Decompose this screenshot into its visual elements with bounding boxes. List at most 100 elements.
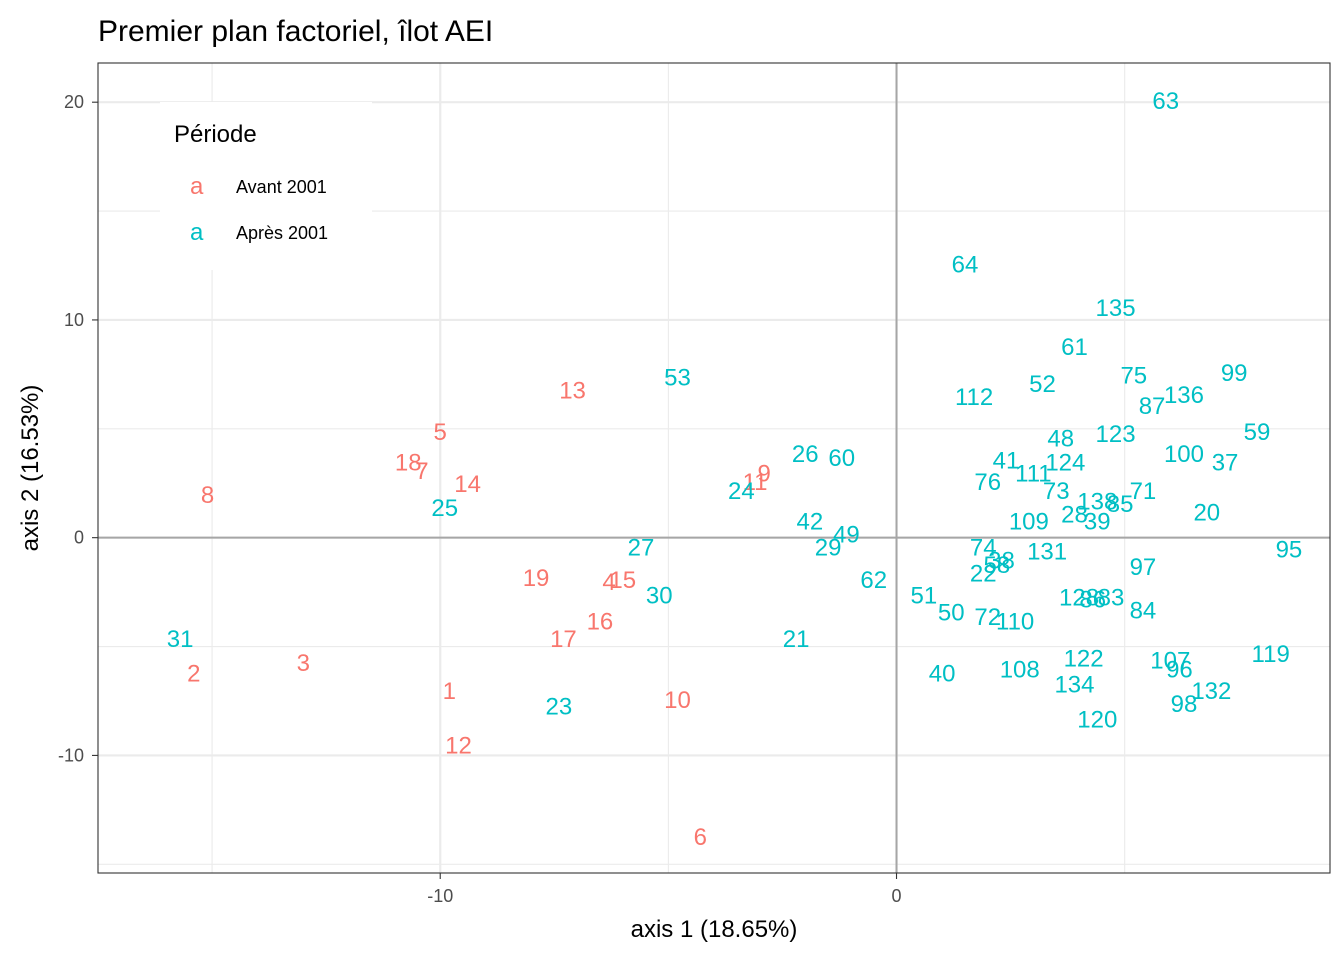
point-label-avant: 17 xyxy=(550,626,577,653)
point-label-avant: 19 xyxy=(523,565,550,592)
point-label-apres: 123 xyxy=(1096,421,1136,448)
point-label-apres: 49 xyxy=(833,521,860,548)
point-label-apres: 83 xyxy=(1098,584,1125,611)
point-label-apres: 24 xyxy=(728,478,755,505)
point-label-apres: 48 xyxy=(1047,426,1074,453)
point-label-avant: 4 xyxy=(602,569,615,596)
point-label-apres: 61 xyxy=(1061,334,1088,361)
point-label-apres: 85 xyxy=(1107,491,1134,518)
point-label-apres: 59 xyxy=(1244,419,1271,446)
point-label-avant: 2 xyxy=(187,661,200,688)
point-label-apres: 128 xyxy=(1059,584,1099,611)
point-label-apres: 124 xyxy=(1045,449,1085,476)
point-label-apres: 58 xyxy=(984,552,1011,579)
y-tick-label: 20 xyxy=(64,92,84,112)
point-label-avant: 8 xyxy=(201,482,214,509)
point-label-avant: 3 xyxy=(297,650,310,677)
point-label-avant: 12 xyxy=(445,733,472,760)
point-label-avant: 11 xyxy=(743,469,768,496)
legend-title: Période xyxy=(174,121,257,148)
point-label-apres: 27 xyxy=(628,534,655,561)
point-label-apres: 42 xyxy=(796,508,823,535)
chart-title: Premier plan factoriel, îlot AEI xyxy=(98,15,493,48)
point-label-apres: 95 xyxy=(1276,537,1303,564)
legend-key-avant: a xyxy=(190,173,204,200)
y-axis-title: axis 2 (16.53%) xyxy=(17,385,44,552)
point-label-apres: 64 xyxy=(952,251,979,278)
point-label-apres: 25 xyxy=(431,495,458,522)
legend: Période a Avant 2001 a Après 2001 xyxy=(160,102,372,270)
point-label-apres: 60 xyxy=(828,445,855,472)
point-label-apres: 39 xyxy=(1084,508,1111,535)
point-label-apres: 22 xyxy=(970,561,997,588)
point-label-apres: 62 xyxy=(860,567,887,594)
point-label-apres: 72 xyxy=(974,604,1001,631)
point-label-apres: 76 xyxy=(974,469,1001,496)
point-label-apres: 135 xyxy=(1096,295,1136,322)
point-label-apres: 38 xyxy=(988,547,1015,574)
point-label-apres: 73 xyxy=(1043,478,1070,505)
point-label-apres: 23 xyxy=(546,693,573,720)
point-label-avant: 5 xyxy=(434,419,447,446)
legend-label-avant: Avant 2001 xyxy=(236,177,327,197)
point-label-apres: 29 xyxy=(815,534,842,561)
point-label-apres: 52 xyxy=(1029,371,1056,398)
point-label-apres: 63 xyxy=(1152,88,1179,115)
reference-lines xyxy=(98,63,1330,873)
point-label-avant: 13 xyxy=(559,378,586,405)
point-label-apres: 37 xyxy=(1212,449,1239,476)
point-label-apres: 50 xyxy=(938,600,965,627)
point-label-apres: 109 xyxy=(1009,508,1049,535)
point-label-apres: 53 xyxy=(664,365,691,392)
point-label-apres: 98 xyxy=(1171,691,1198,718)
panel-border xyxy=(97,62,1331,874)
point-label-apres: 97 xyxy=(1130,554,1157,581)
point-label-apres: 119 xyxy=(1252,641,1290,668)
point-label-avant: 6 xyxy=(694,824,707,851)
point-label-apres: 138 xyxy=(1077,489,1117,516)
point-label-avant: 10 xyxy=(664,687,691,714)
point-label-apres: 131 xyxy=(1027,539,1067,566)
point-label-avant: 1 xyxy=(443,678,456,705)
point-label-apres: 110 xyxy=(996,608,1034,635)
point-label-apres: 31 xyxy=(167,626,194,653)
point-label-avant: 7 xyxy=(415,458,428,485)
axis-ticks: -10 0 -10 0 10 20 xyxy=(58,92,902,906)
point-label-apres: 26 xyxy=(792,441,819,468)
point-label-apres: 132 xyxy=(1191,678,1231,705)
point-label-apres: 84 xyxy=(1130,598,1157,625)
point-label-apres: 71 xyxy=(1130,478,1157,505)
point-label-apres: 87 xyxy=(1139,393,1166,420)
point-label-apres: 30 xyxy=(646,582,673,609)
point-label-apres: 51 xyxy=(911,582,938,609)
point-label-apres: 112 xyxy=(955,384,993,411)
point-label-apres: 120 xyxy=(1077,706,1117,733)
point-label-avant: 15 xyxy=(609,567,636,594)
point-label-apres: 20 xyxy=(1193,500,1220,527)
point-label-apres: 122 xyxy=(1064,645,1104,672)
point-label-apres: 21 xyxy=(783,626,810,653)
y-tick-label: 0 xyxy=(74,528,84,548)
y-tick-label: -10 xyxy=(58,745,84,765)
point-label-apres: 86 xyxy=(1079,587,1106,614)
point-label-avant: 16 xyxy=(587,608,614,635)
x-tick-label: 0 xyxy=(892,886,902,906)
point-label-avant: 14 xyxy=(454,471,481,498)
legend-key-apres: a xyxy=(190,219,204,246)
point-label-avant: 9 xyxy=(758,460,771,487)
point-label-apres: 40 xyxy=(929,661,956,688)
point-label-apres: 107 xyxy=(1150,648,1190,675)
point-label-apres: 99 xyxy=(1221,360,1248,387)
y-tick-label: 10 xyxy=(64,310,84,330)
point-label-apres: 96 xyxy=(1166,656,1193,683)
point-label-apres: 28 xyxy=(1061,502,1088,529)
x-tick-label: -10 xyxy=(427,886,453,906)
point-label-apres: 74 xyxy=(970,534,997,561)
point-label-apres: 75 xyxy=(1120,362,1147,389)
legend-background xyxy=(160,102,372,270)
legend-label-apres: Après 2001 xyxy=(236,223,328,243)
point-label-apres: 100 xyxy=(1164,441,1204,468)
point-label-apres: 41 xyxy=(993,447,1020,474)
point-label-apres: 134 xyxy=(1054,672,1094,699)
